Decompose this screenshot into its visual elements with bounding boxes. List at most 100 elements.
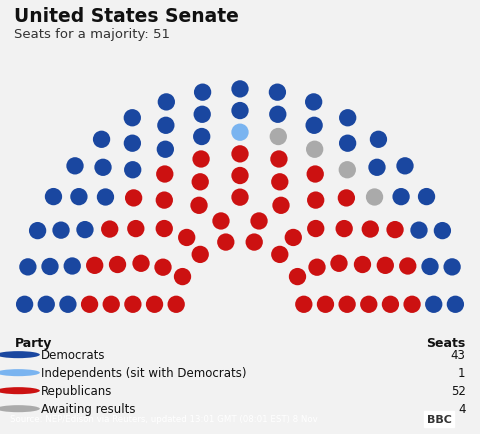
Circle shape <box>370 132 387 148</box>
Circle shape <box>231 189 249 206</box>
Circle shape <box>271 174 288 191</box>
Circle shape <box>193 128 210 146</box>
Circle shape <box>361 221 379 238</box>
Circle shape <box>305 94 323 111</box>
Circle shape <box>95 159 112 177</box>
Circle shape <box>63 258 81 275</box>
Circle shape <box>191 197 208 214</box>
Circle shape <box>231 146 249 163</box>
Circle shape <box>231 168 249 185</box>
Circle shape <box>418 188 435 206</box>
Text: 52: 52 <box>451 384 466 397</box>
Circle shape <box>0 369 40 376</box>
Circle shape <box>269 106 287 124</box>
Circle shape <box>156 220 173 238</box>
Circle shape <box>338 190 355 207</box>
Circle shape <box>403 296 421 313</box>
Text: Independents (sit with Democrats): Independents (sit with Democrats) <box>41 366 246 379</box>
Circle shape <box>157 117 175 135</box>
Circle shape <box>101 221 119 238</box>
Circle shape <box>305 117 323 135</box>
Circle shape <box>193 106 211 124</box>
Text: United States Senate: United States Senate <box>14 7 239 26</box>
Text: Source: NEP/Edison via Reuters, updated 13:01 GMT (08:01 EST) 8 Nov: Source: NEP/Edison via Reuters, updated … <box>10 414 317 423</box>
Circle shape <box>336 220 353 238</box>
Circle shape <box>156 141 174 158</box>
Text: Party: Party <box>14 336 52 349</box>
Circle shape <box>156 166 173 183</box>
Circle shape <box>425 296 443 313</box>
Circle shape <box>217 234 234 251</box>
Circle shape <box>393 188 410 206</box>
Circle shape <box>86 257 103 274</box>
Circle shape <box>330 255 348 272</box>
Circle shape <box>146 296 163 313</box>
Circle shape <box>434 223 451 240</box>
Circle shape <box>70 188 87 206</box>
Circle shape <box>231 103 249 120</box>
Circle shape <box>19 259 36 276</box>
Circle shape <box>307 220 324 238</box>
Circle shape <box>410 222 428 239</box>
Circle shape <box>109 256 126 273</box>
Circle shape <box>271 246 288 263</box>
Circle shape <box>52 222 70 239</box>
Circle shape <box>41 258 59 276</box>
Circle shape <box>444 259 461 276</box>
Circle shape <box>289 268 306 286</box>
Circle shape <box>339 110 356 127</box>
Circle shape <box>377 257 394 274</box>
Circle shape <box>308 259 325 276</box>
Circle shape <box>76 221 94 239</box>
Circle shape <box>366 189 383 206</box>
Circle shape <box>124 296 142 313</box>
Circle shape <box>339 135 356 152</box>
Circle shape <box>178 229 195 247</box>
Circle shape <box>59 296 77 313</box>
Circle shape <box>251 213 268 230</box>
Circle shape <box>270 128 287 146</box>
Circle shape <box>29 223 46 240</box>
Circle shape <box>192 246 209 263</box>
Circle shape <box>285 229 302 247</box>
Circle shape <box>0 387 40 394</box>
Circle shape <box>306 141 324 158</box>
Circle shape <box>174 268 191 286</box>
Text: Awaiting results: Awaiting results <box>41 402 135 415</box>
Circle shape <box>386 221 404 239</box>
Text: Seats for a majority: 51: Seats for a majority: 51 <box>14 28 170 41</box>
Circle shape <box>132 255 150 272</box>
Circle shape <box>338 296 356 313</box>
Circle shape <box>0 405 40 412</box>
Circle shape <box>212 213 229 230</box>
Circle shape <box>0 351 40 358</box>
Circle shape <box>354 256 371 273</box>
Circle shape <box>360 296 377 313</box>
Text: 4: 4 <box>458 402 466 415</box>
Circle shape <box>192 151 210 168</box>
Circle shape <box>16 296 33 313</box>
Circle shape <box>168 296 185 313</box>
Circle shape <box>399 258 417 275</box>
Circle shape <box>156 192 173 209</box>
Circle shape <box>269 84 286 102</box>
Circle shape <box>317 296 334 313</box>
Circle shape <box>103 296 120 313</box>
Circle shape <box>124 135 141 152</box>
Circle shape <box>124 162 142 179</box>
Circle shape <box>270 151 288 168</box>
Circle shape <box>396 158 414 175</box>
Circle shape <box>194 84 211 102</box>
Circle shape <box>97 189 114 206</box>
Circle shape <box>125 190 142 207</box>
Text: Democrats: Democrats <box>41 349 105 362</box>
Circle shape <box>66 158 84 175</box>
Circle shape <box>231 81 249 99</box>
Circle shape <box>447 296 464 313</box>
Circle shape <box>338 162 356 179</box>
Text: 43: 43 <box>451 349 466 362</box>
Text: 1: 1 <box>458 366 466 379</box>
Circle shape <box>45 188 62 206</box>
Circle shape <box>155 259 172 276</box>
Circle shape <box>93 132 110 148</box>
